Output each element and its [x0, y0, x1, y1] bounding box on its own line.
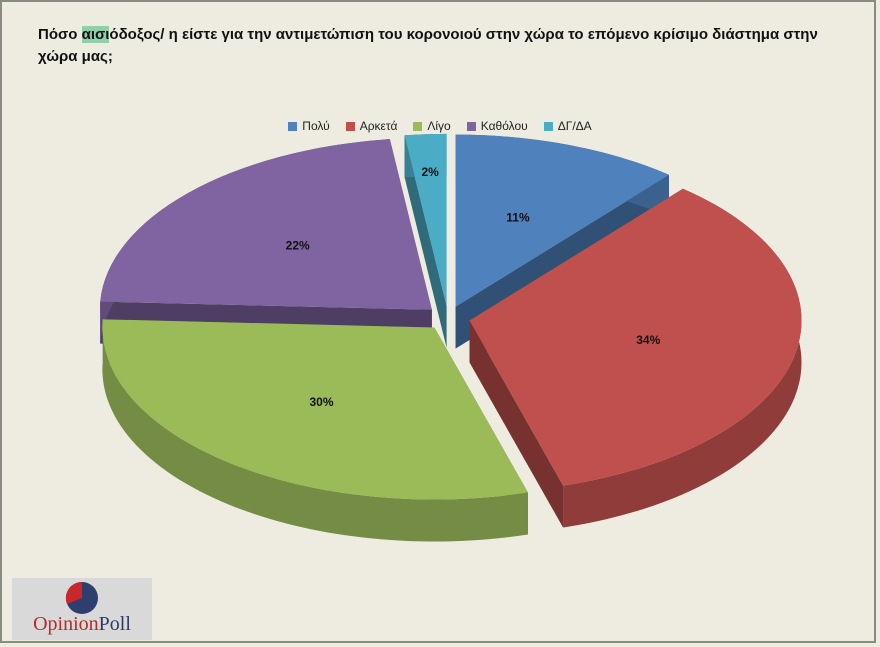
slice-data-label: 11%	[506, 211, 530, 225]
legend-label: Καθόλου	[480, 119, 528, 133]
chart-title: Πόσο αισιόδοξος/ η είστε για την αντιμετ…	[38, 24, 838, 68]
logo-text: OpinionPoll	[12, 613, 152, 636]
legend-label: Λίγο	[427, 119, 451, 133]
legend-swatch	[543, 121, 553, 131]
slice-data-label: 30%	[310, 395, 334, 409]
slice-data-label: 22%	[286, 239, 310, 253]
logo-poll: Poll	[98, 613, 131, 635]
legend-swatch	[466, 121, 476, 131]
chart-legend: Πολύ Αρκετά Λίγο Καθόλου ΔΓ/ΔΑ	[0, 118, 880, 134]
legend-label: Πολύ	[302, 119, 330, 133]
legend-swatch	[288, 121, 298, 131]
pie-slice	[102, 319, 528, 542]
pie-slice	[404, 133, 447, 348]
slice-top-face	[404, 133, 447, 306]
slice-side-wall	[469, 320, 564, 528]
legend-item: Αρκετά	[345, 118, 398, 134]
slice-side-wall	[404, 135, 447, 348]
slice-outer-wall	[102, 319, 528, 542]
logo-opinion: Opinion	[33, 613, 99, 635]
legend-item: Λίγο	[413, 118, 451, 134]
slice-top-face	[102, 319, 528, 500]
slice-top-face	[455, 134, 669, 307]
slice-top-face	[100, 139, 432, 310]
legend-label: ΔΓ/ΔΑ	[557, 119, 592, 133]
title-post: όδοξος/ η είστε για την αντιμετώπιση του…	[38, 26, 818, 65]
pie-slice	[469, 188, 802, 528]
legend-label: Αρκετά	[359, 119, 398, 133]
legend-item: Πολύ	[288, 118, 330, 134]
legend-item: ΔΓ/ΔΑ	[543, 118, 592, 134]
slice-data-label: 34%	[636, 333, 660, 347]
legend-item: Καθόλου	[466, 118, 528, 134]
legend-swatch	[413, 121, 423, 131]
pie-slice	[100, 139, 432, 352]
slice-top-face	[469, 188, 802, 486]
slice-outer-wall	[563, 188, 802, 528]
slice-data-label: 2%	[422, 165, 440, 179]
opinionpoll-logo: OpinionPoll	[12, 578, 152, 640]
title-highlight: αισι	[81, 26, 110, 43]
logo-mark-icon	[65, 581, 98, 614]
legend-swatch	[345, 121, 355, 131]
title-pre: Πόσο	[38, 26, 82, 43]
